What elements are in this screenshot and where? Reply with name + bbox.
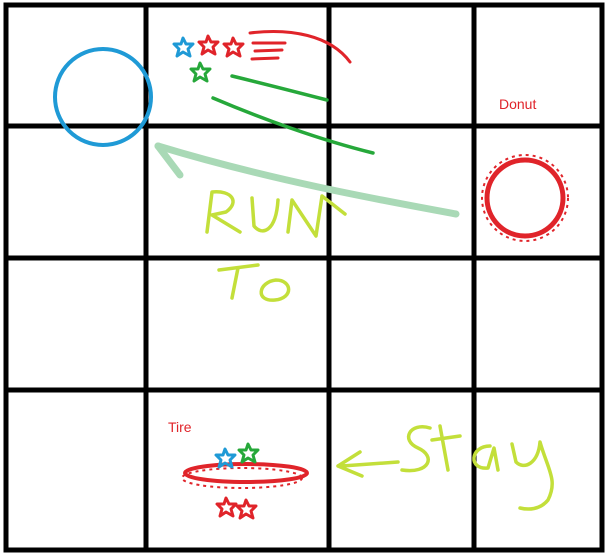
red-speed-lines-icon (248, 30, 352, 64)
green-star-icon (237, 442, 260, 464)
blue-circle-icon (53, 47, 153, 147)
red-star-icon (215, 496, 238, 518)
green-star-icon (189, 61, 212, 83)
stay-handwriting (336, 424, 554, 511)
red-star-icon (235, 498, 258, 520)
top-stars (172, 34, 245, 83)
tire-label: Tire (168, 419, 192, 435)
run-to-handwriting (205, 190, 347, 302)
light-green-arrow-icon (154, 142, 460, 218)
blue-star-icon (172, 36, 195, 58)
red-star-icon (222, 36, 245, 58)
blue-star-icon (214, 447, 237, 469)
red-donut-icon (481, 154, 569, 242)
donut-label: Donut (499, 96, 536, 112)
grid-border (3, 2, 605, 553)
green-speed-lines-icon (211, 74, 375, 155)
red-tire-icon (181, 462, 309, 489)
red-star-icon (197, 34, 220, 56)
bottom-stars (214, 442, 260, 520)
